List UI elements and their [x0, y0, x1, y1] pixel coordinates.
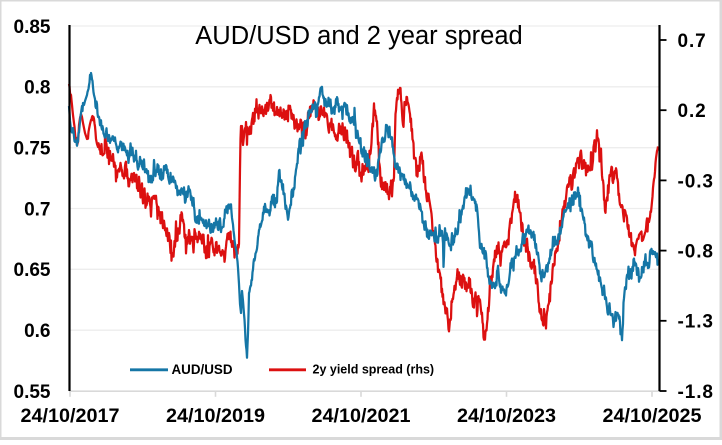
svg-text:-1.8: -1.8: [678, 382, 714, 403]
svg-text:24/10/2023: 24/10/2023: [457, 405, 556, 427]
svg-text:24/10/2021: 24/10/2021: [311, 405, 410, 427]
svg-text:0.75: 0.75: [14, 139, 51, 160]
svg-text:-0.8: -0.8: [678, 242, 714, 263]
svg-text:0.8: 0.8: [24, 78, 50, 99]
svg-text:-1.3: -1.3: [678, 312, 714, 333]
svg-text:0.85: 0.85: [14, 17, 51, 38]
svg-text:-0.3: -0.3: [678, 171, 714, 192]
svg-text:0.2: 0.2: [678, 101, 707, 122]
svg-text:2y yield spread (rhs): 2y yield spread (rhs): [313, 363, 435, 377]
svg-text:0.7: 0.7: [678, 31, 707, 52]
svg-text:24/10/2019: 24/10/2019: [166, 405, 265, 427]
svg-text:0.7: 0.7: [24, 199, 50, 220]
svg-text:0.65: 0.65: [14, 260, 51, 281]
svg-text:0.55: 0.55: [14, 382, 51, 403]
svg-text:0.6: 0.6: [24, 321, 50, 342]
svg-text:AUD/USD and 2 year spread: AUD/USD and 2 year spread: [195, 22, 522, 50]
svg-text:24/10/2025: 24/10/2025: [602, 405, 701, 427]
svg-text:24/10/2017: 24/10/2017: [20, 405, 119, 427]
svg-text:AUD/USD: AUD/USD: [172, 362, 233, 377]
